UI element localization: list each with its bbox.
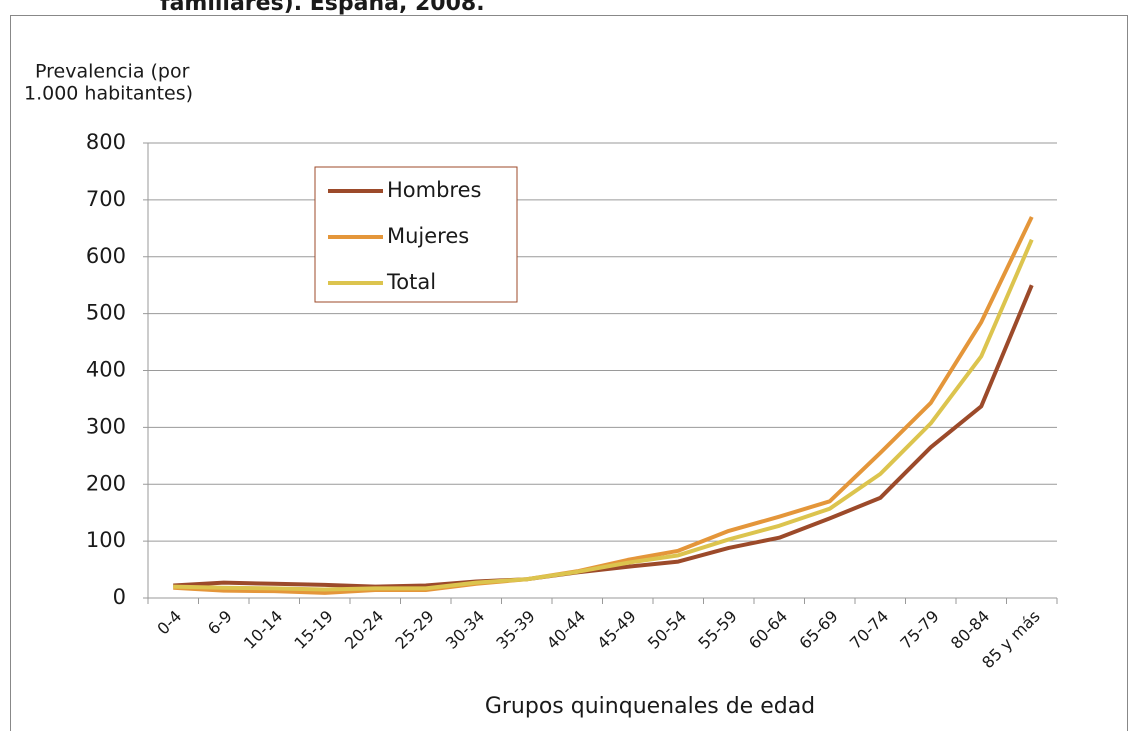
- x-tick-label: 50-54: [644, 607, 690, 653]
- x-tick-label: 65-69: [795, 607, 841, 653]
- line-series: [173, 238, 1034, 592]
- x-tick-label: 6-9: [204, 607, 236, 639]
- y-axis-label: 1.000 habitantes): [24, 83, 193, 105]
- y-tick-label: 600: [86, 244, 126, 268]
- legend-label: Total: [386, 270, 436, 294]
- x-tick-label: 15-19: [290, 607, 336, 653]
- x-tick-label: 55-59: [694, 607, 740, 653]
- line-series: [173, 284, 1034, 589]
- x-tick-label: 0-4: [153, 607, 185, 639]
- y-tick-label: 200: [86, 471, 126, 495]
- x-tick-label: 40-44: [543, 607, 589, 653]
- y-tick-label: 400: [86, 358, 126, 382]
- legend-label: Hombres: [387, 178, 481, 202]
- x-tick-label: 25-29: [391, 607, 437, 653]
- y-tick-label: 700: [86, 187, 126, 211]
- chart-title: familiares). España, 2008.: [160, 0, 485, 16]
- x-tick-label: 75-79: [896, 607, 942, 653]
- y-tick-label: 0: [113, 585, 126, 609]
- x-tick-label: 10-14: [240, 607, 286, 653]
- x-tick-label: 45-49: [593, 607, 639, 653]
- y-tick-label: 100: [86, 528, 126, 552]
- y-tick-label: 300: [86, 414, 126, 438]
- x-tick-label: 20-24: [341, 607, 387, 653]
- y-axis-label: Prevalencia (por: [35, 61, 190, 83]
- line-series: [173, 216, 1034, 595]
- y-tick-label: 800: [86, 130, 126, 154]
- x-tick-label: 60-64: [745, 607, 791, 653]
- x-axis-label: Grupos quinquenales de edad: [485, 694, 815, 719]
- y-tick-label: 500: [86, 301, 126, 325]
- x-tick-label: 30-34: [442, 607, 488, 653]
- x-tick-label: 70-74: [846, 607, 892, 653]
- legend-label: Mujeres: [387, 224, 469, 248]
- x-tick-label: 80-84: [947, 607, 993, 653]
- chart-frame: [10, 15, 1128, 731]
- x-tick-label: 35-39: [492, 607, 538, 653]
